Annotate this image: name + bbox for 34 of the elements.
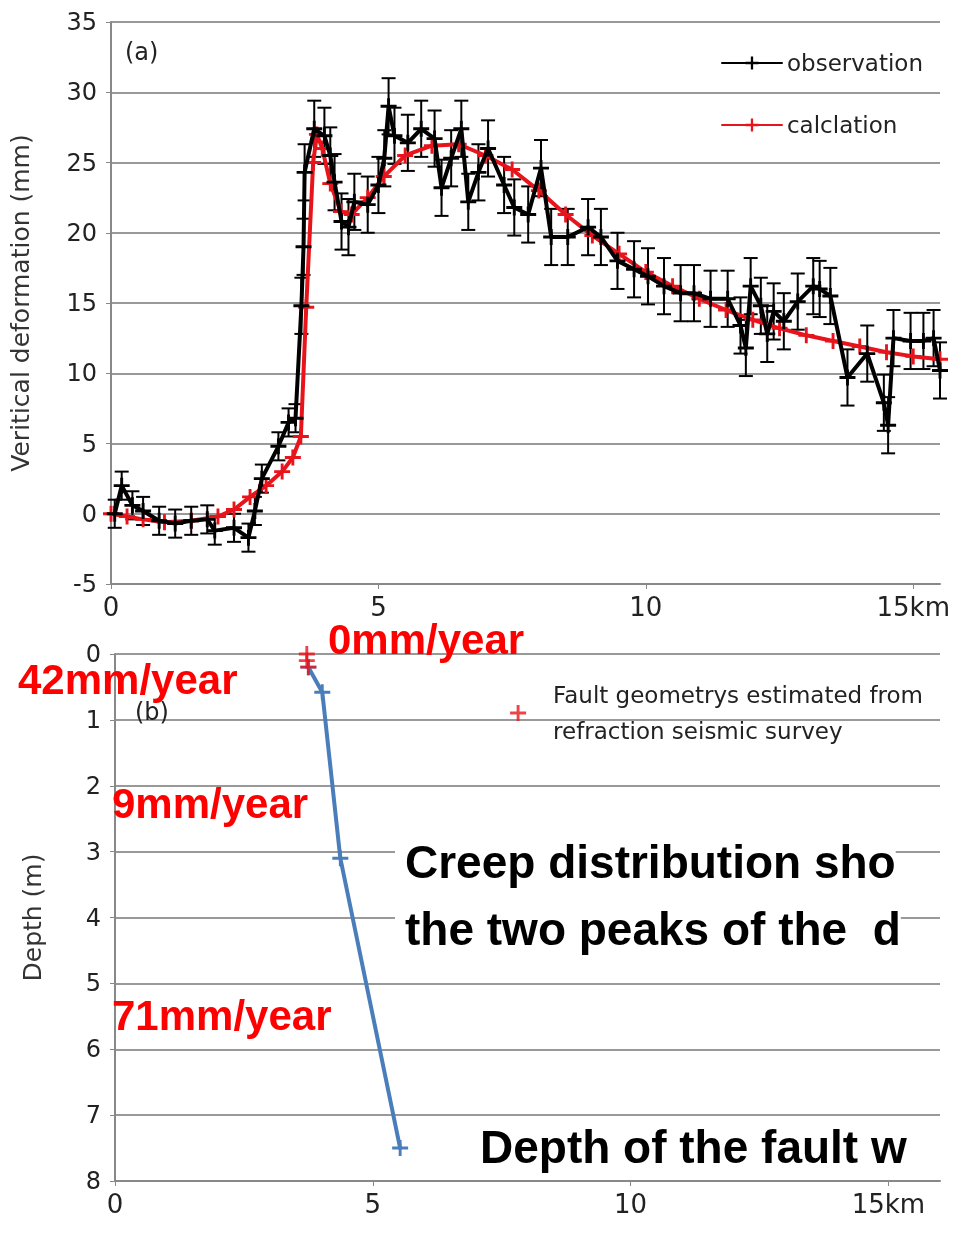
x-tick-label: 10 xyxy=(614,1189,648,1219)
annotation: Depth of the fault w xyxy=(480,1121,907,1173)
y-tick-label: 3 xyxy=(85,837,101,866)
y-tick-label: 2 xyxy=(85,771,101,800)
annotation: (a) xyxy=(125,38,159,66)
y-axis-title: Veritical deformation (mm) xyxy=(6,134,35,472)
x-tick-label: 5 xyxy=(364,1189,382,1219)
annotation: 71mm/year xyxy=(112,991,332,1039)
y-tick-label: -5 xyxy=(73,570,97,598)
x-tick-label: 15km xyxy=(876,592,950,622)
y-tick-label: 7 xyxy=(85,1101,101,1130)
x-tick-label: 0 xyxy=(106,1189,124,1219)
x-tick-label: 10 xyxy=(629,592,663,622)
legend-label: observation xyxy=(786,50,924,76)
y-tick-label: 15 xyxy=(66,289,97,317)
y-tick-label: 25 xyxy=(66,148,97,177)
legend-label: calclation xyxy=(786,112,898,138)
y-tick-label: 1 xyxy=(85,705,101,734)
annotation: the two peaks of the d xyxy=(405,903,901,955)
y-tick-label: 5 xyxy=(85,969,101,998)
annotation: Creep distribution sho xyxy=(405,836,896,888)
y-tick-label: 5 xyxy=(81,429,97,458)
y-tick-label: 10 xyxy=(66,359,97,388)
y-tick-label: 8 xyxy=(85,1167,101,1195)
y-axis-title: Depth (m) xyxy=(18,853,47,982)
y-tick-label: 4 xyxy=(85,903,101,932)
annotation: 9mm/year xyxy=(112,779,309,827)
y-tick-label: 30 xyxy=(66,78,97,107)
y-tick-label: 0 xyxy=(81,499,97,528)
legend-label: Fault geometrys estimated from refraction seismic survey xyxy=(553,682,924,744)
y-tick-label: 35 xyxy=(66,8,97,36)
y-tick-label: 6 xyxy=(85,1035,101,1064)
y-tick-label: 20 xyxy=(66,218,97,247)
x-tick-label: 15km xyxy=(851,1189,926,1219)
